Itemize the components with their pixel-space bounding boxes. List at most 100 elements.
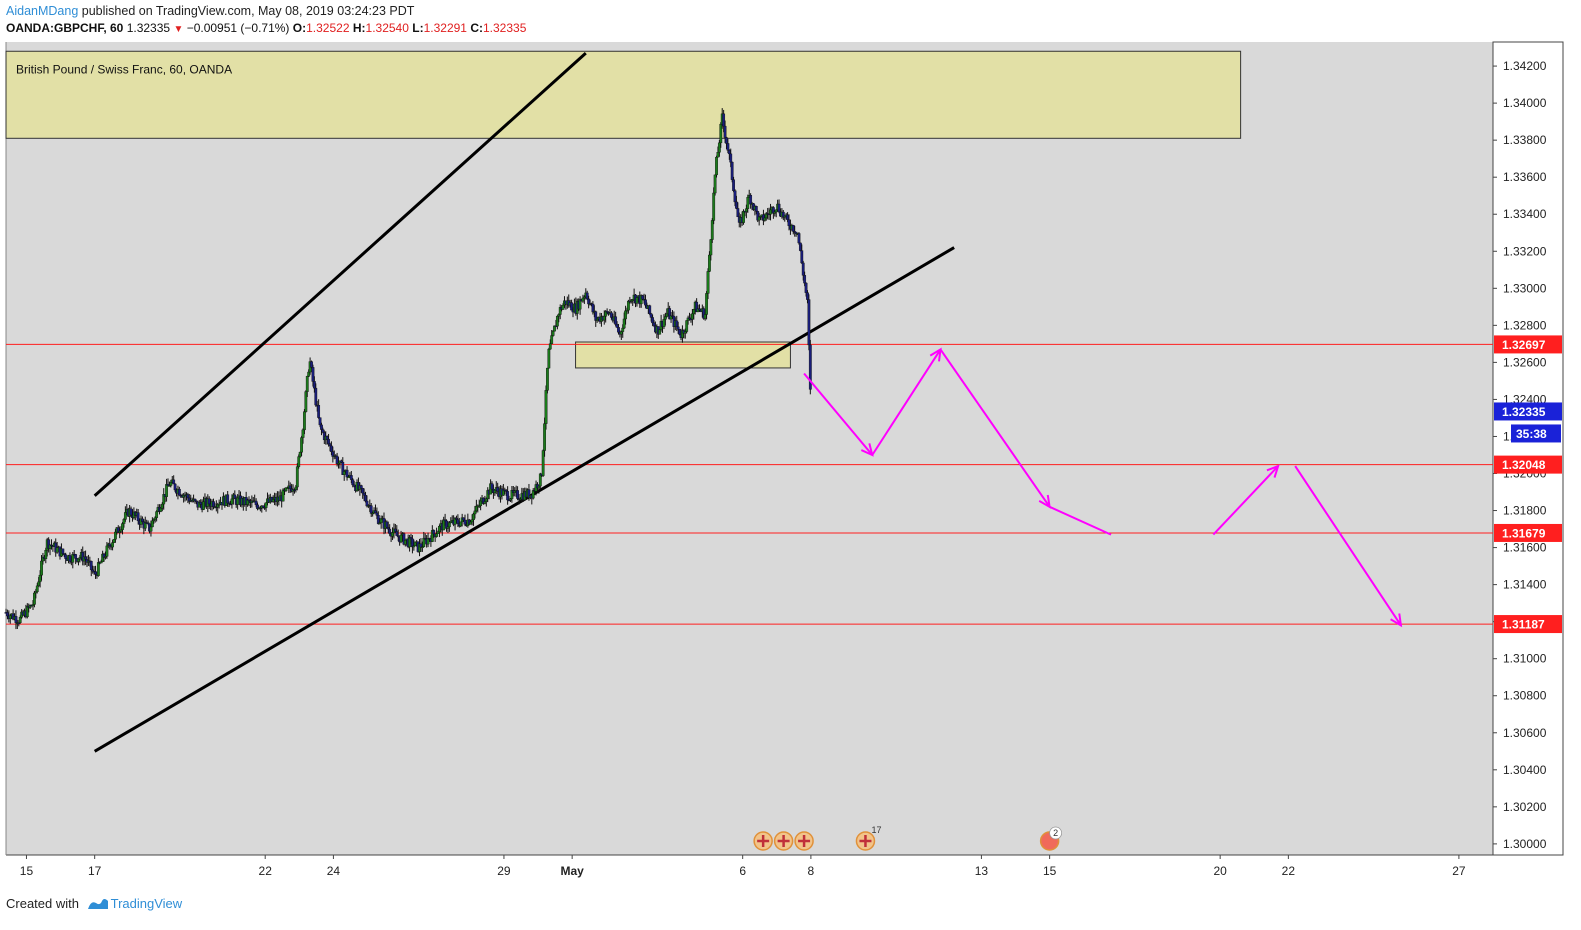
candle-body [71, 553, 75, 563]
candle-body [726, 143, 730, 151]
candle-body [777, 203, 781, 213]
candle-body [230, 498, 234, 505]
price-tick-label: 1.30600 [1503, 726, 1547, 740]
candle-body [438, 526, 441, 533]
price-tick-label: 1.30400 [1503, 763, 1547, 777]
candle-body [678, 329, 681, 335]
candle-body [386, 527, 390, 530]
candle-body [325, 436, 329, 440]
time-tick-label: 6 [739, 864, 746, 878]
candle-body [794, 231, 798, 234]
candle-body [801, 262, 805, 276]
candle-body [807, 299, 811, 346]
candle-body [149, 526, 153, 532]
candle-body [68, 555, 72, 562]
candle-body [311, 367, 315, 382]
high-label: H: [352, 21, 366, 35]
candle-body [212, 501, 215, 508]
price-chart[interactable]: 17 2 1.34200 1.34000 1.33800 1.33600 1.33400 1… [0, 38, 1581, 888]
candle-body [798, 242, 802, 251]
candle-body [713, 174, 717, 194]
candle-body [141, 518, 144, 522]
candle-body [364, 495, 367, 502]
candle-body [310, 361, 313, 368]
candle-body [177, 488, 181, 496]
projection-arrow-segment[interactable] [803, 372, 874, 456]
candle-body [393, 528, 397, 532]
candle-body [129, 508, 133, 516]
candle-body [791, 225, 795, 232]
price-tick-label: 1.30800 [1503, 689, 1547, 703]
candle-body [622, 318, 626, 329]
candle-body [271, 499, 275, 502]
candle-body [594, 311, 598, 321]
candle-body [304, 391, 308, 412]
projection-arrow-segment[interactable] [939, 348, 1051, 508]
candle-body [307, 371, 311, 377]
candle-body [38, 574, 42, 583]
candle-body [123, 512, 127, 520]
candle-body [538, 473, 542, 487]
projection-arrow-segment[interactable] [1294, 465, 1402, 626]
projection-arrow-segment[interactable] [1049, 505, 1112, 536]
candle-body [335, 455, 339, 464]
price-tick-label: 1.33400 [1503, 207, 1547, 221]
price-tick-label: 1.32800 [1503, 318, 1547, 332]
plot-area[interactable] [6, 42, 1493, 855]
candle-body [341, 462, 345, 475]
open-label: O: [292, 21, 307, 35]
candle-body [742, 210, 745, 223]
candle-body [186, 494, 190, 499]
candle-body [800, 250, 804, 264]
arrowhead [1390, 613, 1403, 628]
candle-body [55, 547, 59, 553]
close-value: 1.32335 [483, 21, 527, 35]
candle-body [651, 317, 654, 324]
candle-body [165, 484, 168, 497]
candle-body [553, 325, 556, 332]
candle-body [143, 522, 147, 529]
candle-body [717, 142, 721, 153]
candle-body [496, 487, 500, 492]
candle-body [173, 483, 177, 491]
candle-body [537, 485, 541, 489]
trendline[interactable] [93, 51, 587, 497]
projection-arrow-segment[interactable] [1212, 465, 1279, 536]
time-tick-label: 22 [259, 864, 273, 878]
candle-body [557, 314, 561, 317]
candle-body [312, 381, 316, 389]
candle-body [804, 282, 808, 293]
candle-body [89, 560, 93, 571]
candle-body [648, 305, 652, 315]
price-tick-label: 1.31800 [1503, 504, 1547, 518]
projection-arrow-segment[interactable] [871, 348, 942, 456]
candle-body [74, 554, 78, 559]
candle-body [122, 519, 126, 524]
candle-body [254, 500, 258, 506]
author-link[interactable]: AidanMDang [6, 4, 79, 18]
candle-body [96, 562, 100, 576]
price-tick-label: 1.34200 [1503, 59, 1547, 73]
tradingview-brand[interactable]: TradingView [110, 896, 183, 911]
zone-rectangle[interactable] [5, 50, 1242, 139]
candle-body [806, 292, 809, 300]
candle-body [744, 208, 748, 212]
candle-body [359, 485, 363, 489]
tradingview-logo-icon [87, 899, 108, 909]
candle-body [473, 510, 477, 515]
candle-body [352, 484, 356, 487]
candle-body [298, 452, 302, 457]
candle-body [47, 539, 51, 549]
candle-body [581, 297, 585, 302]
candle-body [706, 271, 710, 294]
candle-body [385, 521, 389, 528]
price-axis[interactable] [1492, 41, 1564, 856]
time-tick-label: 24 [327, 864, 341, 878]
candle-body [685, 320, 689, 332]
time-tick-label: 15 [1043, 864, 1057, 878]
candle-body [349, 475, 353, 480]
candle-body [432, 530, 436, 535]
low-value: 1.32291 [423, 21, 467, 35]
candle-body [284, 487, 288, 491]
close-label: C: [470, 21, 483, 35]
